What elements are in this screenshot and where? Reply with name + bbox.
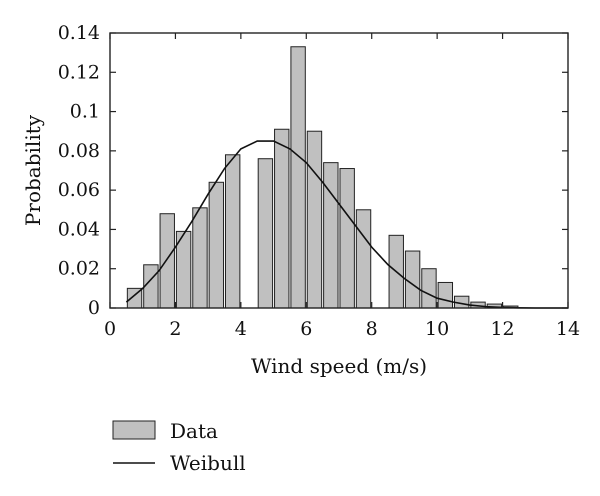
legend-data-label: Data <box>170 419 218 443</box>
histogram-bar <box>290 46 306 309</box>
y-tick-label: 0.08 <box>58 140 100 162</box>
x-tick-label: 0 <box>104 318 116 340</box>
y-tick-label: 0.02 <box>58 258 100 280</box>
y-tick-label: 0.04 <box>58 218 100 240</box>
x-tick-label: 10 <box>425 318 449 340</box>
histogram-bar <box>437 281 454 309</box>
x-tick-label: 4 <box>235 318 247 340</box>
ticks-layer: 0 2 4 6 8 10 12 14 0 0.02 0.04 0.06 0.08 0.1 0.12 0.14 <box>58 22 580 340</box>
legend: Data Weibull <box>112 419 246 475</box>
legend-data-swatch <box>112 420 156 440</box>
histogram-bar <box>224 154 241 309</box>
x-tick-label: 8 <box>366 318 378 340</box>
y-axis-label: Probability <box>21 114 45 226</box>
histogram-bar <box>355 209 372 309</box>
histogram-bar <box>208 181 225 309</box>
histogram-bar <box>421 268 437 309</box>
x-tick-label: 12 <box>490 318 514 340</box>
y-tick-label: 0.1 <box>70 101 100 123</box>
histogram-bar <box>404 250 421 309</box>
legend-weibull-label: Weibull <box>170 451 246 475</box>
histogram-bar <box>339 168 355 309</box>
histogram-bar <box>192 207 208 309</box>
x-tick-label: 14 <box>556 318 580 340</box>
y-tick-label: 0 <box>88 297 100 319</box>
x-tick-label: 2 <box>169 318 181 340</box>
y-tick-label: 0.12 <box>58 61 100 83</box>
y-tick-label: 0.06 <box>58 179 100 201</box>
weibull-curve <box>125 140 568 309</box>
x-axis-label: Wind speed (m/s) <box>251 354 427 378</box>
y-tick-label: 0.14 <box>58 22 100 44</box>
plot-frame <box>109 32 569 309</box>
histogram-bar <box>257 158 274 309</box>
histogram-bar <box>159 213 175 309</box>
histogram-bar <box>306 130 323 309</box>
histogram-bar <box>143 264 159 309</box>
bars-layer <box>126 46 519 309</box>
x-tick-label: 6 <box>300 318 312 340</box>
histogram-bar <box>274 128 290 309</box>
histogram-bar <box>323 162 339 309</box>
